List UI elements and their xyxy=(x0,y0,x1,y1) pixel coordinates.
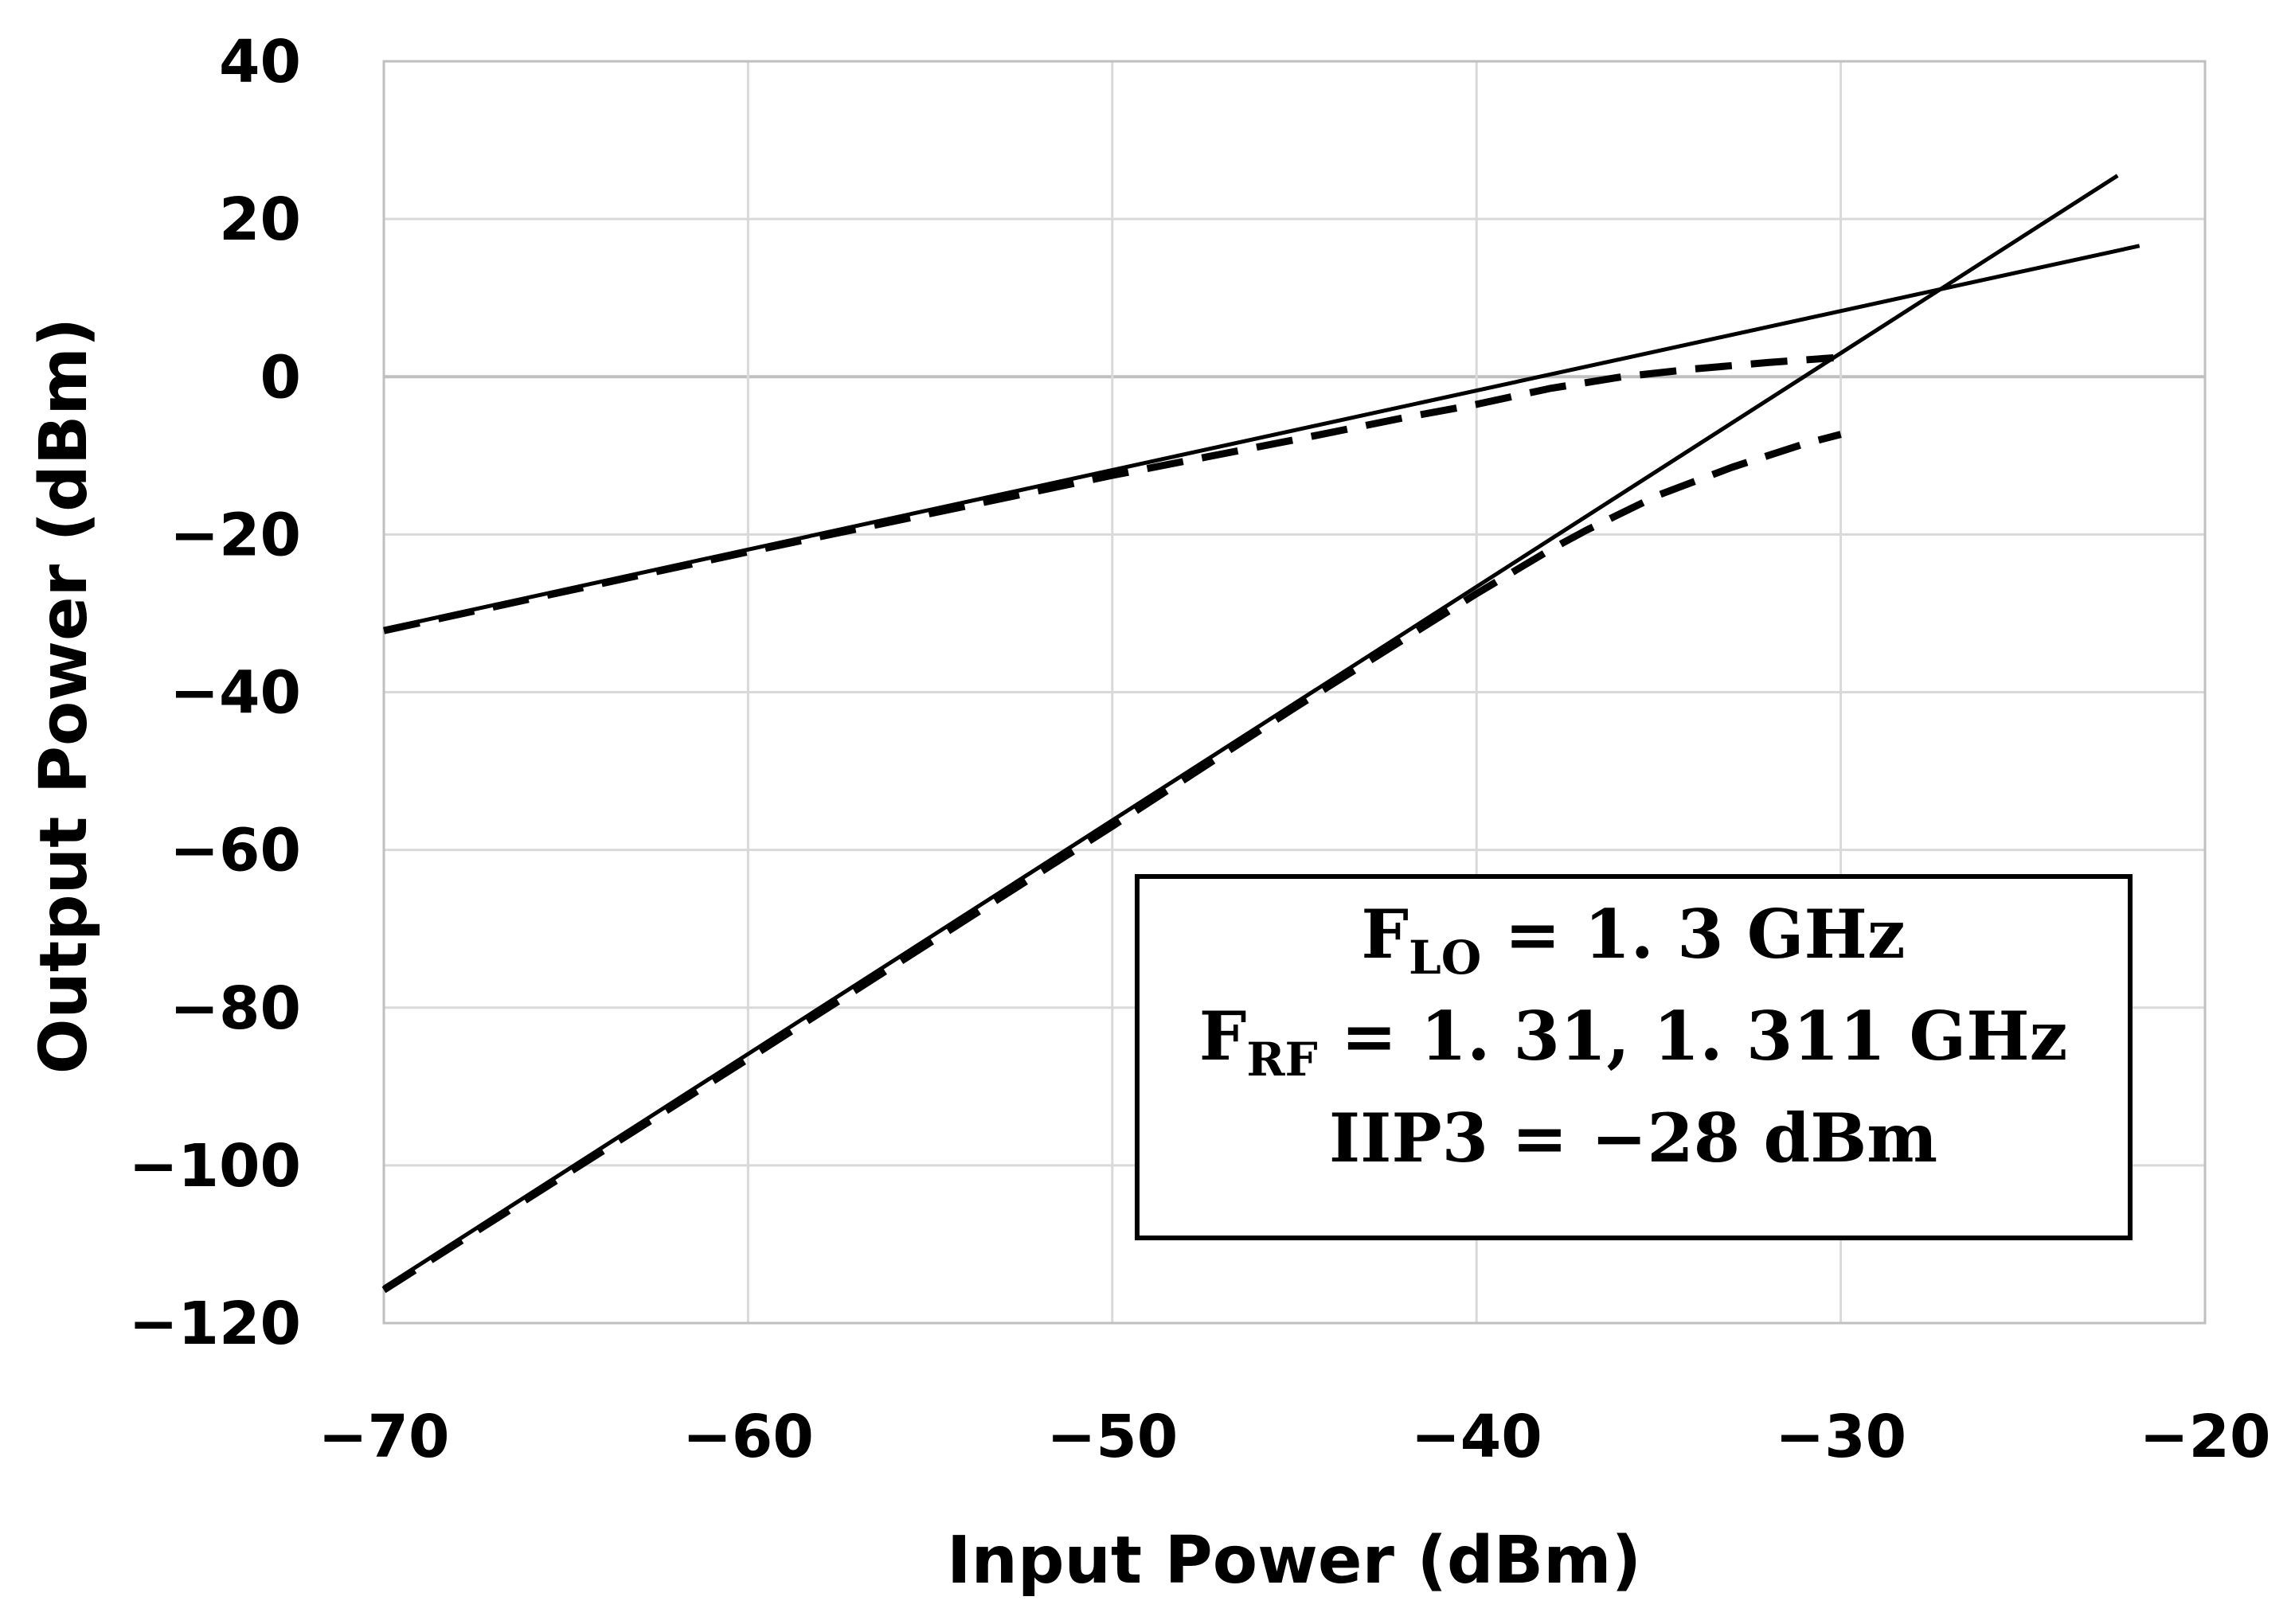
y-axis-title: Output Power (dBm) xyxy=(26,318,102,1075)
x-tick-label: −20 xyxy=(2140,1403,2271,1471)
annotation-line-iip3: IIP3 = −28 dBm xyxy=(1329,1099,1937,1177)
plot-frame xyxy=(382,60,2207,1325)
x-tick-label: −60 xyxy=(682,1403,814,1471)
x-tick-label: −30 xyxy=(1775,1403,1906,1471)
annotation-line-lo: FLO = 1. 3 GHz xyxy=(1361,895,1905,985)
y-tick-label: −120 xyxy=(129,1290,301,1358)
y-tick-label: −40 xyxy=(170,659,301,728)
y-tick-label: 40 xyxy=(219,28,301,96)
y-tick-label: −100 xyxy=(129,1132,301,1200)
tick-labels: −120 −100 −80 −60 −40 −20 0 20 40 −70 −60 −50 −40 −30… xyxy=(129,28,2271,1471)
series-lines xyxy=(381,174,2140,1294)
y-tick-label: 20 xyxy=(219,185,301,254)
y-tick-label: −60 xyxy=(170,817,301,885)
x-tick-label: −40 xyxy=(1411,1403,1542,1471)
y-tick-label: −80 xyxy=(170,974,301,1043)
fitted-line-0 xyxy=(383,244,2140,631)
simulated-curve-2 xyxy=(383,354,1834,634)
x-axis-title: Input Power (dBm) xyxy=(947,1523,1641,1599)
y-tick-label: −20 xyxy=(170,501,301,569)
x-tick-label: −50 xyxy=(1046,1403,1178,1471)
annotation-frame xyxy=(1135,874,2133,1240)
annotation-box: FLO = 1. 3 GHz FRF = 1. 31, 1. 311 GHz I… xyxy=(1135,874,2133,1240)
y-tick-label: 0 xyxy=(260,343,302,412)
x-tick-label: −70 xyxy=(319,1403,450,1471)
annotation-line-rf: FRF = 1. 31, 1. 311 GHz xyxy=(1199,997,2068,1087)
